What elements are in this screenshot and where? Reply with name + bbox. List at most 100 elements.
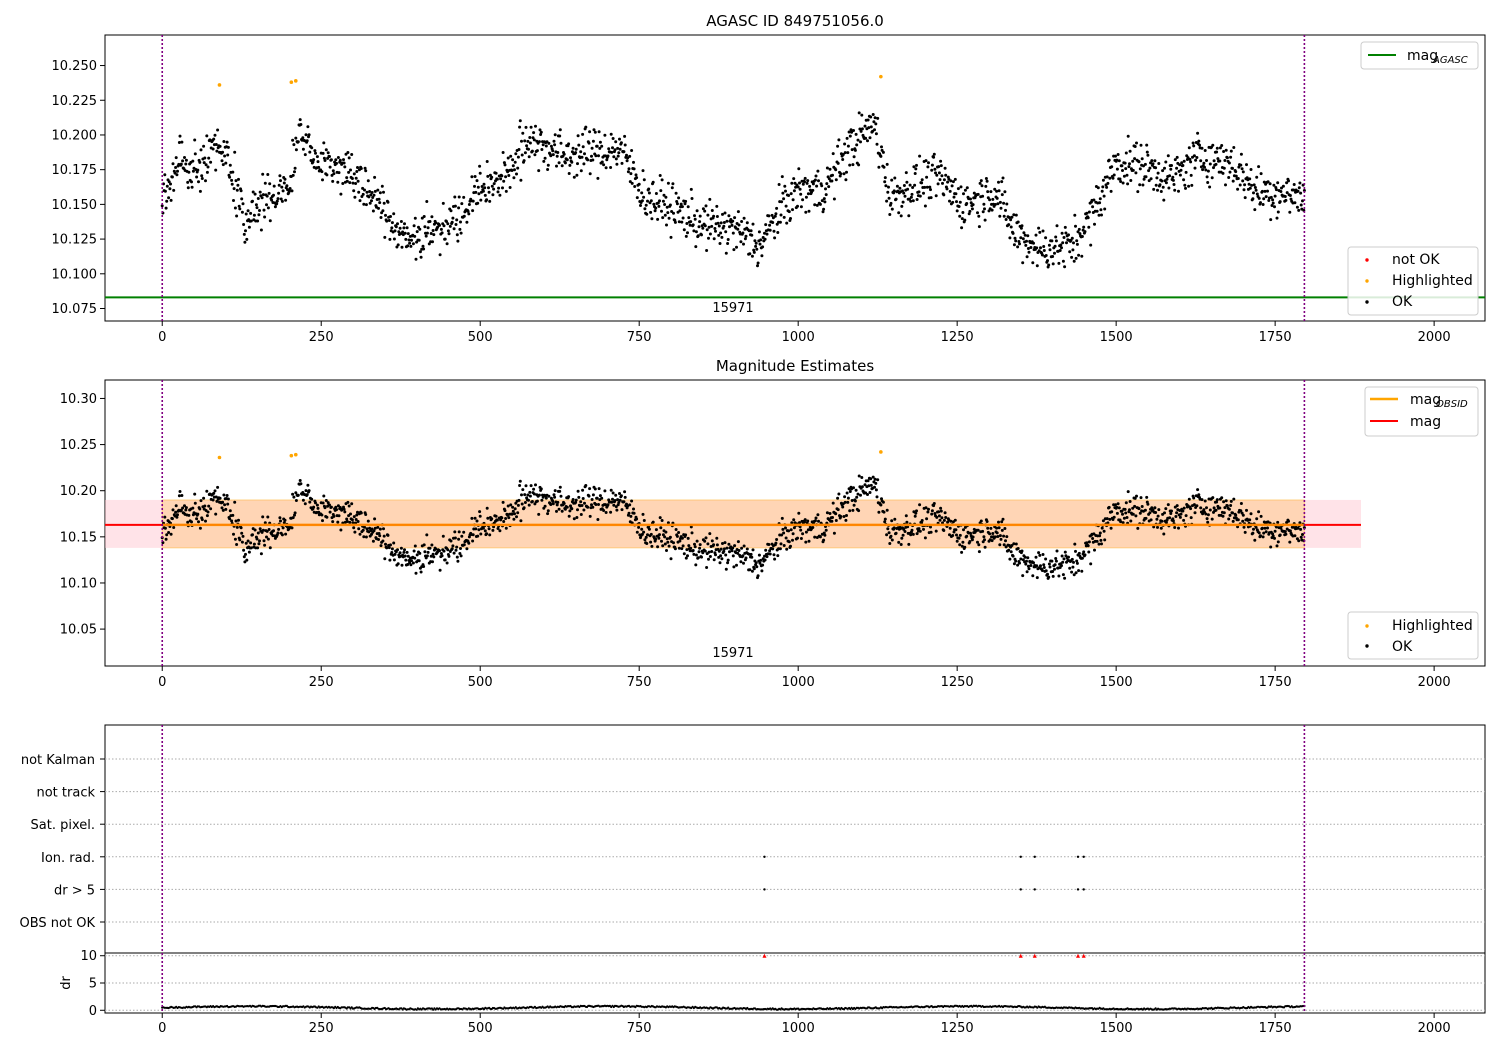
data-point-ok [231,513,235,517]
data-point-ok [613,148,617,152]
data-point-ok [326,501,330,505]
data-point-ok [918,154,922,158]
data-point-ok [742,561,745,565]
data-point-ok [429,232,433,235]
data-point-ok [1181,164,1185,167]
data-point-ok [382,201,386,205]
data-point-ok [1237,165,1241,169]
data-point-ok [831,516,834,519]
data-point-ok [353,530,357,534]
data-point-ok [623,134,627,138]
data-point-ok [664,530,668,534]
data-point-ok [529,484,533,488]
data-point-ok [576,162,579,166]
data-point-ok [1051,574,1055,578]
data-point-ok [403,554,407,558]
data-point-ok [555,509,558,513]
data-point-ok [167,196,171,200]
data-point-ok [168,187,172,191]
y-tick-label: 10.250 [52,59,98,74]
data-point-ok [483,529,487,533]
data-point-ok [1128,149,1132,153]
data-point-ok [687,544,691,548]
data-point-ok [1150,159,1154,163]
data-point-ok [508,186,512,189]
data-point-ok [242,555,246,559]
data-point-ok [677,546,681,550]
data-point-ok [820,184,824,188]
data-point-ok [347,170,351,174]
data-point-ok [820,199,824,203]
data-point-ok [237,204,241,208]
data-point-ok [577,143,581,147]
data-point-ok [1055,549,1059,553]
data-point-ok [1125,516,1129,519]
data-point-ok [1017,240,1021,243]
data-point-ok [1011,554,1015,558]
data-point-ok [270,198,274,202]
data-point-ok [1148,511,1152,515]
data-point-ok [268,546,272,550]
data-point-ok [904,514,908,518]
data-point-ok [455,233,459,237]
data-point-ok [1095,209,1099,213]
data-point-ok [408,241,412,245]
data-point-ok [832,197,836,201]
data-point-ok [1121,512,1124,516]
data-point-ok [1278,200,1282,204]
data-point-ok [977,225,981,229]
data-point-ok [940,174,944,178]
data-point-ok [691,223,695,227]
data-point-ok [533,502,537,506]
data-point-ok [848,163,852,167]
data-point-ok [752,250,756,254]
data-point-ok [190,520,193,524]
data-point-ok [1229,155,1233,159]
data-point-ok [1004,539,1007,543]
data-point-ok [537,140,541,144]
data-point-ok [334,158,338,162]
data-point-ok [640,532,644,536]
data-point-ok [244,229,247,233]
data-point-ok [576,489,580,493]
data-point-ok [1014,213,1018,217]
data-point-ok [842,172,846,176]
data-point-ok [717,549,721,553]
data-point-ok [771,547,775,551]
data-point-ok [220,506,224,510]
data-point-ok [307,133,311,137]
data-point-ok [1259,534,1262,538]
data-point-ok [462,530,466,534]
data-point-ok [600,144,604,148]
data-point-ok [843,142,847,146]
data-point-ok [200,518,204,522]
x-tick-label: 1750 [1259,675,1292,690]
data-point-ok [1259,201,1262,205]
data-point-ok [635,530,639,534]
data-point-ok [1075,242,1079,246]
data-point-ok [241,202,245,206]
data-point-ok [330,173,334,177]
data-point-ok [1252,183,1256,187]
data-point-ok [991,532,995,535]
data-point-ok [958,200,962,204]
data-point-ok [1156,525,1159,529]
data-point-ok [615,508,619,512]
y-tick-label: 10.225 [52,94,98,109]
data-point-ok [1093,548,1096,552]
x-axis: 0 250 500 750 1000 1250 1500 1750 2000 [158,666,1451,690]
data-point-ok [642,178,646,182]
x-tick-label: 250 [309,330,334,345]
data-point-ok [277,183,281,187]
data-point-ok [481,526,485,530]
data-point-ok [479,198,483,202]
data-point-ok [228,517,232,521]
data-point-ok [1163,166,1166,170]
flag-event [1082,888,1085,891]
data-point-ok [364,203,368,207]
data-point-ok [1223,506,1227,510]
data-point-ok [1000,528,1004,532]
data-point-ok [866,479,870,483]
data-point-ok [1208,185,1212,189]
data-point-ok [515,515,518,519]
